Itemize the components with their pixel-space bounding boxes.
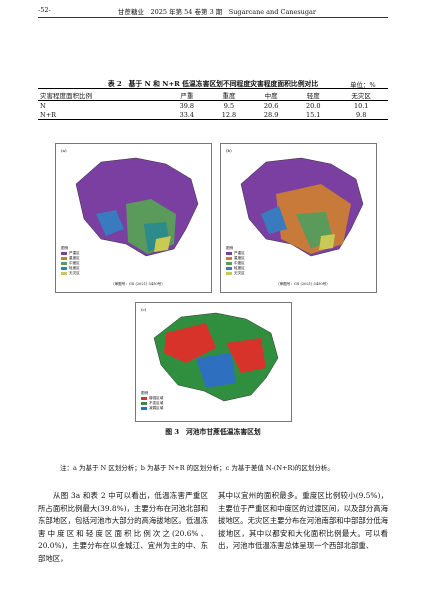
panel-label: (a): [61, 148, 67, 153]
legend-swatch: [61, 271, 67, 275]
table-cell: 9.5: [223, 101, 235, 110]
legend-swatch: [226, 271, 232, 275]
legend-title: 图例: [226, 246, 234, 250]
table-cell: 12.8: [221, 110, 237, 119]
legend: 图例 严重区 重度区 中度区 轻度区 无灾区: [226, 246, 245, 276]
page-number: -52-: [38, 6, 51, 14]
legend-label: 轻度区: [69, 266, 80, 270]
legend-title: 图例: [141, 391, 149, 395]
legend-swatch: [141, 396, 147, 400]
legend-item: 轻度区: [226, 266, 245, 271]
figure-c: (c) 图例 增强区域 不变区域 减弱区域: [135, 302, 292, 422]
legend-label: 中度区: [69, 261, 80, 265]
map-c: (c): [141, 307, 279, 402]
column-header: 无灾区: [351, 91, 371, 100]
journal-info: 甘蔗糖业 2025 年第 54 卷第 3 期 Sugarcane and Can…: [118, 8, 317, 16]
table-caption: 表 2 基于 N 和 N+R 低温冻害区划不同程度灾害程度面积比例对比: [107, 80, 319, 88]
legend-label: 重度区: [69, 256, 80, 260]
map-note: （审图号：GS (2021) 5450号）: [111, 282, 165, 286]
legend-label: 不变区域: [149, 401, 164, 405]
figure-b: (b) 图例 严重区 重度区 中度区 轻度区 无灾区 （审图号：GS (2021) 545…: [220, 143, 377, 293]
table: 灾害程度面积比例 严重 重度 中度 轻度 无灾区 N 39.8 9.5 20.6 20.0 10.1…: [38, 88, 388, 120]
legend-label: 严重区: [234, 251, 245, 255]
figure-note: 注：a 为基于 N 区划分析；b 为基于 N+R 的区划分析；c 为基于差值 N…: [60, 464, 334, 472]
legend-item: 严重区: [226, 251, 245, 256]
paragraph: 从图 3a 和表 2 中可以看出，低温冻害严重区所占面积比例最大(39.8%)，…: [38, 491, 208, 563]
column-header: 重度: [222, 91, 236, 100]
legend-label: 无灾区: [234, 271, 245, 275]
column-header: 灾害程度面积比例: [40, 91, 92, 100]
panel-label: (c): [141, 307, 147, 312]
map-b: (b): [226, 148, 364, 257]
table-cell: 39.8: [179, 101, 195, 110]
legend-item: 严重区: [61, 251, 80, 256]
legend-swatch: [61, 266, 67, 270]
legend-label: 中度区: [234, 261, 245, 265]
table-row: N+R 33.4 12.8 28.9 15.1 9.8: [38, 110, 388, 120]
paragraph: 其中以宜州的面积最多。重度区比例较小(9.5%)，主要位于严重区和中度区的过渡区…: [218, 491, 388, 550]
legend-item: 重度区: [61, 256, 80, 261]
legend-item: 轻度区: [61, 266, 80, 271]
legend: 图例 严重区 重度区 中度区 轻度区 无灾区: [61, 246, 80, 276]
legend-title: 图例: [61, 246, 69, 250]
table-cell: N+R: [40, 110, 57, 119]
legend-item: 重度区: [226, 256, 245, 261]
legend-item: 不变区域: [141, 401, 163, 406]
legend-item: 无灾区: [61, 271, 80, 276]
column-header: 中度: [264, 91, 278, 100]
legend-swatch: [141, 401, 147, 405]
legend-label: 无灾区: [69, 271, 80, 275]
figure-a: (a) 图例 严重区 重度区 中度区 轻度区 无灾区 （审图号：GS (2021) 545…: [55, 143, 212, 293]
legend: 图例 增强区域 不变区域 减弱区域: [141, 391, 163, 411]
table-cell: N: [40, 101, 46, 110]
legend-item: 增强区域: [141, 396, 163, 401]
table-cell: 20.0: [306, 101, 321, 110]
legend-item: 减弱区域: [141, 406, 163, 411]
panel-label: (b): [226, 148, 232, 153]
table-body: N 39.8 9.5 20.6 20.0 10.1 N+R 33.4 12.8 28.9 15.1 9…: [38, 101, 388, 120]
legend-item: 中度区: [226, 261, 245, 266]
legend-swatch: [226, 251, 232, 255]
table-cell: 20.6: [263, 101, 279, 110]
legend-swatch: [226, 266, 232, 270]
legend-item: 无灾区: [226, 271, 245, 276]
table-cell: 33.4: [179, 110, 195, 119]
legend-label: 减弱区域: [149, 406, 164, 410]
column-header: 轻度: [306, 91, 320, 100]
header-rule: [38, 17, 388, 18]
column-header: 严重: [180, 91, 194, 100]
legend-label: 轻度区: [234, 266, 245, 270]
legend-swatch: [61, 261, 67, 265]
map-a: (a): [61, 148, 199, 257]
table-cell: 10.1: [353, 101, 369, 110]
legend-label: 严重区: [69, 251, 80, 255]
legend-label: 增强区域: [149, 396, 164, 400]
table-cell: 15.1: [306, 110, 321, 119]
legend-label: 重度区: [234, 256, 245, 260]
legend-swatch: [226, 261, 232, 265]
table-unit: 单位：%: [350, 81, 376, 89]
table-row: N 39.8 9.5 20.6 20.0 10.1: [38, 101, 388, 111]
legend-swatch: [61, 256, 67, 260]
table-cell: 28.9: [263, 110, 279, 119]
legend-swatch: [226, 256, 232, 260]
table-cell: 9.8: [356, 110, 367, 119]
table-header: 灾害程度面积比例 严重 重度 中度 轻度 无灾区: [38, 89, 388, 101]
map-note: （审图号：GS (2021) 5450号）: [276, 282, 330, 286]
legend-item: 中度区: [61, 261, 80, 266]
legend-swatch: [61, 251, 67, 255]
figure-caption: 图 3 河池市甘蔗低温冻害区划: [165, 428, 261, 436]
legend-swatch: [141, 406, 147, 410]
